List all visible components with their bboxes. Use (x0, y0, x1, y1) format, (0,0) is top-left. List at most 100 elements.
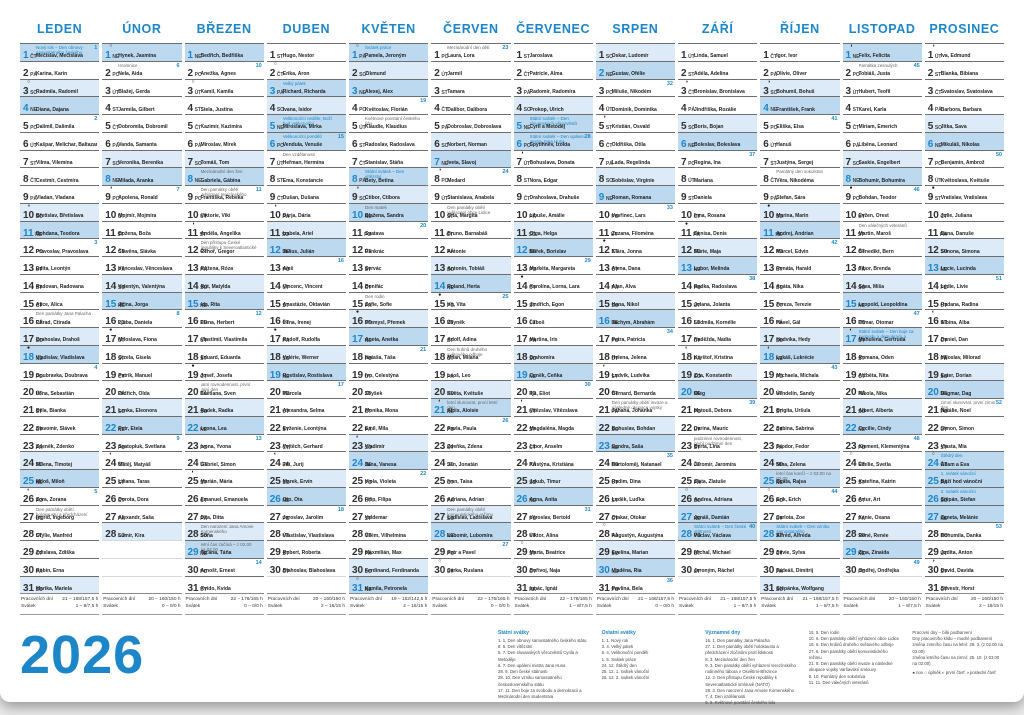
day-number: 20 (187, 387, 199, 398)
week-number: 5 (94, 488, 98, 495)
day-number-row: 28 ÚT (270, 524, 289, 540)
nameday-label: Liliana, Taras (118, 479, 150, 486)
day-number: 29 (845, 547, 857, 558)
day-number: 16 (105, 316, 117, 327)
moon-phase-icon: ○ (356, 575, 360, 582)
day-number-row: 20 ČT (599, 382, 618, 398)
day-number: 27 (187, 511, 199, 523)
day-number: 3 (763, 85, 769, 97)
day-number: 8 (187, 174, 194, 185)
nameday-label: Otakar, Otokar (611, 514, 647, 521)
day-number: 19 (927, 369, 939, 381)
day-number-row: 9 PO (846, 187, 860, 203)
weekday-label: ÚT (200, 213, 207, 220)
day-number-row: 11 SO (270, 223, 289, 239)
weekday-label: ČT (611, 267, 619, 273)
day-number: 9 (763, 192, 769, 203)
day-cell: 20 ČT Bernard, Bernarda (595, 380, 675, 398)
day-number-row: 26 NE (270, 489, 290, 505)
legend-item: 9. 3. Den památky obětí vyhlazení terezí… (705, 662, 796, 675)
weekday-label: ČT (775, 302, 783, 309)
day-cell: 21 SO Albert, Alberta (842, 398, 922, 416)
day-cell: 6 ST Radoslav, Radoslava (349, 131, 429, 150)
moon-phase-icon: ◑ (438, 167, 442, 174)
week-number: 16 (337, 258, 344, 264)
day-number: 20 (598, 387, 610, 398)
day-cell: 3 NE Alexej, Alex (349, 78, 429, 97)
day-number-row: 9 ST (928, 187, 941, 203)
nameday-label: Jan, Jonatán (447, 461, 478, 468)
day-number: 17 (352, 334, 364, 345)
day-number-row: 23 PO (846, 436, 866, 452)
weekday-label: ST (194, 107, 201, 114)
weekday-label: NE (770, 107, 778, 114)
day-number-row: 4 PÁ (681, 98, 695, 114)
moon-phase-icon: ◐ (356, 433, 360, 440)
day-number-row: 26 NE (517, 489, 537, 505)
nameday-label: Cyril a Metoděj (529, 124, 566, 131)
nameday-label: Alan, Alva (611, 284, 636, 290)
holiday-row: Svátek 2 – 16/15 h (926, 603, 1003, 610)
day-cell: 22 PO Pavla, Paula 26 (431, 415, 511, 434)
day-cell: 17 ÚT Vlastimil, Vlastimila (184, 327, 264, 345)
weekday-label: NE (364, 462, 372, 469)
day-number-row: 22 SO (599, 418, 619, 434)
day-cell: 30 ST David, Davida ◑ (924, 557, 1004, 576)
nameday-label: Olga, Helga (529, 230, 558, 237)
day-cell: 12 SO Simona, Šimona (924, 238, 1004, 256)
empty-day-cell (102, 557, 182, 576)
day-number-row: 14 NE (434, 276, 454, 292)
day-number-row: 12 SO (681, 240, 701, 256)
moon-phase-icon: ● (931, 185, 935, 191)
day-cell: 19 PO Doubravka, Doubrava 4 (20, 362, 100, 380)
weekday-label: PO (112, 71, 120, 78)
weekday-label: PO (282, 515, 290, 522)
day-number-row: 20 ÚT (23, 382, 42, 398)
day-cell: 6 PÁ Liběna, Leonard (842, 131, 922, 150)
day-number-row: 4 ÚT (599, 98, 613, 114)
weekday-label: PÁ (529, 462, 537, 469)
day-number-row: 2 ST (681, 63, 694, 79)
day-cell: 9 PO Apolena, Ronald 7 ◑ (102, 185, 182, 203)
nameday-label: Lýdie, Livie (940, 284, 968, 290)
nameday-label: Oskar, Ludomír (611, 53, 649, 60)
legend-item: 18. 6. Den hrdinů druhého světového odbo… (808, 642, 894, 648)
weekday-label: ST (35, 284, 43, 291)
day-number: 26 (598, 493, 610, 505)
weekday-label: SO (35, 338, 43, 344)
weekday-label: SO (35, 213, 43, 220)
day-cell: 4 NE František, Frank (760, 96, 840, 114)
day-number: 22 (105, 422, 117, 434)
day-number-row: 1 NE (105, 45, 119, 61)
day-note: Den rodin (365, 293, 385, 299)
week-number: 25 (502, 293, 509, 300)
day-number-row: 29 NE (188, 542, 208, 558)
day-cell: 26 PO Erik, Erich 44 ○ (760, 486, 840, 505)
nameday-label: Roland, Herta (447, 284, 480, 290)
day-number: 23 (598, 440, 610, 452)
workdays-label: Pracovních dní (350, 597, 382, 603)
nameday-label: Vanda, Samanta (118, 142, 157, 148)
day-number: 26 (516, 493, 528, 505)
day-number-row: 25 SO (517, 471, 537, 487)
nameday-label: Drahoslav, Drahoš (36, 337, 80, 344)
day-number-row: 4 NE (763, 98, 777, 114)
day-cell: 1 NE Hynek, Jasmína ○ (102, 43, 182, 61)
day-note: Den matek (365, 204, 387, 210)
day-cell: 19 SO Zita, Konstantin (678, 362, 758, 381)
day-number-row: 29 ČT (23, 542, 42, 558)
day-cell: 18 NE Lukáš, Lukrécie ◐ (760, 344, 840, 363)
holiday-value: 1 – 8/7,5 h (898, 604, 921, 610)
day-number-row: 5 ČT (105, 116, 119, 132)
day-number: 2 (434, 67, 440, 79)
nameday-label: Havel, Gál (776, 319, 801, 326)
day-number-row: 22 PÁ (352, 418, 372, 434)
day-number: 14 (434, 280, 446, 292)
nameday-label: Zina, Zinaida (858, 550, 890, 557)
nameday-label: Bořivoj, Naja (529, 568, 561, 574)
day-number-row: 9 NE (599, 187, 613, 203)
weekday-label: ST (35, 533, 43, 540)
weekday-label: PÁ (523, 89, 531, 96)
day-cell: 30 PÁ Robin, Erna (20, 557, 100, 576)
weekday-label: ÚT (30, 142, 37, 149)
